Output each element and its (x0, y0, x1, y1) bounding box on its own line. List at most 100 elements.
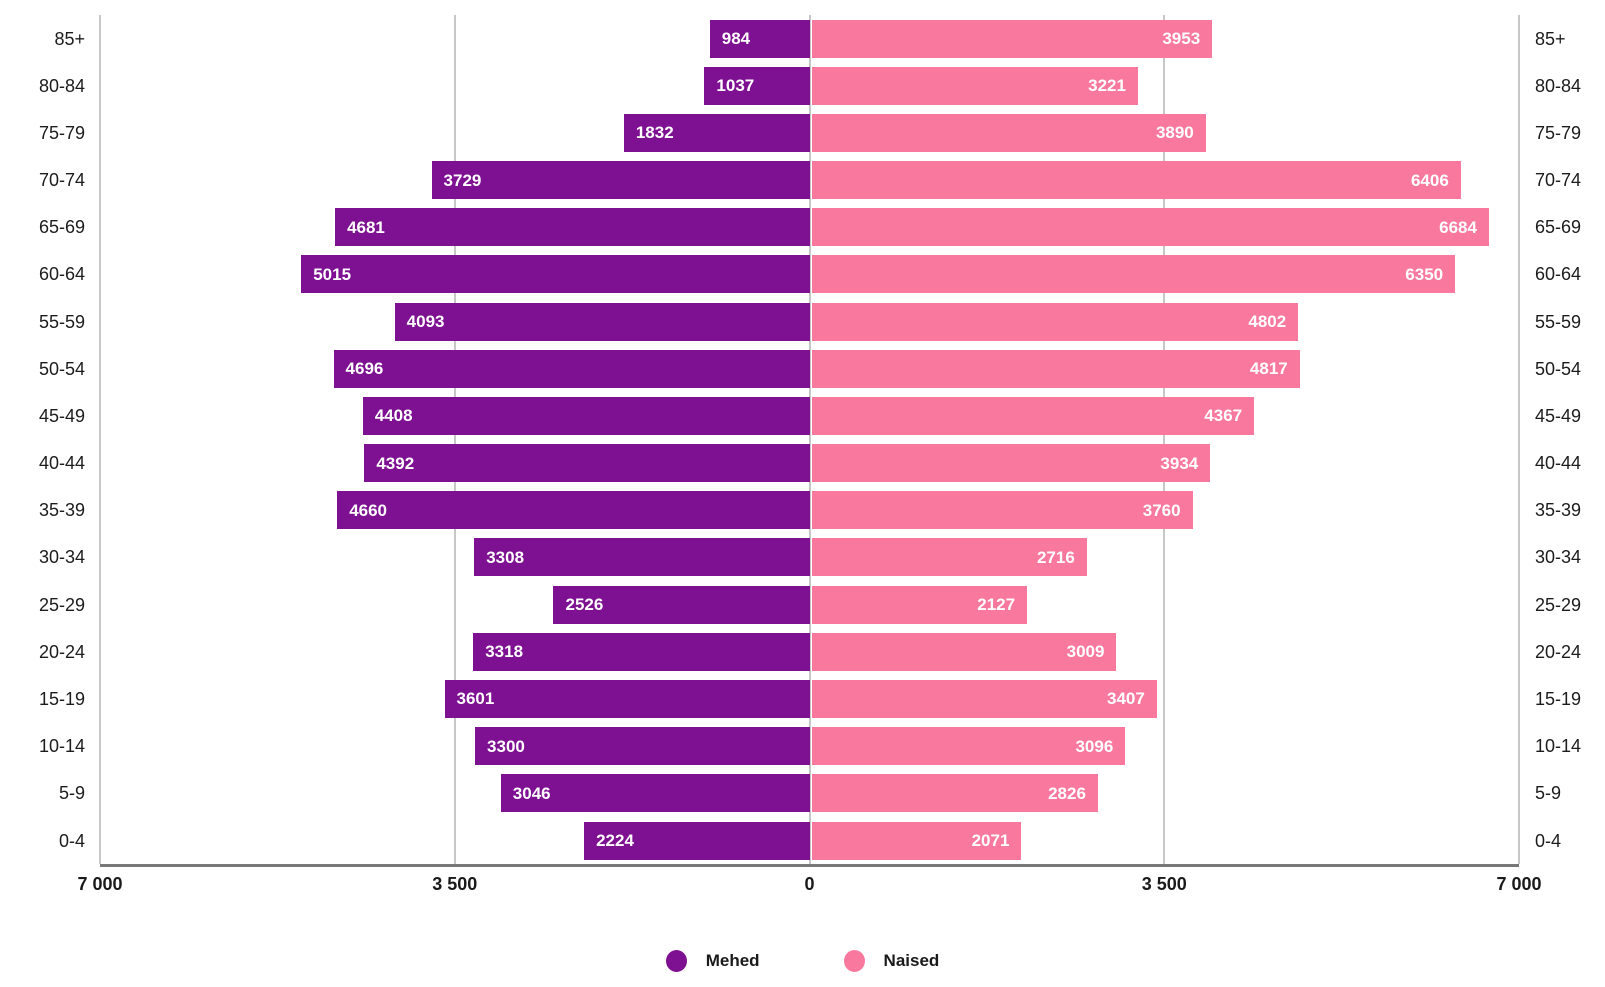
x-tick-zero: 0 (804, 874, 815, 894)
age-label-left: 15-19 (38, 688, 85, 709)
male-bar: 3308 (474, 538, 810, 577)
female-bar-track: 4817 (810, 349, 1520, 388)
female-bar-track: 3953 (810, 19, 1520, 58)
female-bar-track: 3407 (810, 679, 1520, 718)
female-bar: 3407 (811, 679, 1157, 718)
female-bar-track: 6406 (810, 161, 1520, 200)
legend-label-naised: Naised (883, 951, 940, 970)
x-axis: 7 000 3 500 0 3 500 7 000 (77, 874, 1541, 902)
male-bar: 4696 (333, 349, 810, 388)
male-bar-track: 3318 (100, 632, 810, 671)
male-value-label: 2526 (565, 595, 604, 615)
pyramid-row: 60-64 5015 6350 60-64 (0, 251, 1605, 298)
age-label-left: 50-54 (38, 358, 85, 379)
x-tick-right-7000: 7 000 (1496, 874, 1542, 894)
male-bar-track: 4093 (100, 302, 810, 341)
age-label-left: 65-69 (38, 217, 85, 238)
age-label-right: 20-24 (1535, 641, 1582, 662)
gridline-left-3500 (453, 15, 456, 864)
female-value-label: 3890 (1155, 123, 1194, 143)
pyramid-row: 0-4 2224 2071 0-4 (0, 817, 1605, 864)
female-bar: 4367 (811, 396, 1255, 435)
male-value-label: 3300 (487, 736, 525, 756)
male-bar: 4093 (394, 302, 810, 341)
female-bar-track: 4367 (810, 396, 1520, 435)
female-value-label: 6350 (1405, 264, 1444, 284)
male-bar-track: 3046 (100, 774, 810, 813)
naised-swatch-icon (843, 950, 865, 972)
male-value-label: 4696 (345, 359, 384, 379)
female-value-label: 2826 (1048, 783, 1086, 803)
female-value-label: 2716 (1036, 547, 1075, 567)
age-label-right: 60-64 (1535, 264, 1582, 285)
pyramid-row: 35-39 4660 3760 35-39 (0, 487, 1605, 534)
male-bar-track: 3308 (100, 538, 810, 577)
age-label-right: 5-9 (1535, 783, 1562, 804)
legend-item-mehed[interactable]: Mehed (665, 950, 760, 972)
male-value-label: 1832 (635, 123, 674, 143)
pyramid-row: 80-84 1037 3221 80-84 (0, 62, 1605, 109)
age-label-right: 40-44 (1535, 453, 1582, 474)
female-value-label: 6684 (1439, 217, 1477, 237)
x-tick-left-7000: 7 000 (77, 874, 123, 894)
pyramid-row: 65-69 4681 6684 65-69 (0, 204, 1605, 251)
male-bar: 4392 (364, 444, 810, 483)
female-value-label: 3407 (1106, 689, 1145, 709)
pyramid-row: 15-19 3601 3407 15-19 (0, 675, 1605, 722)
male-bar-track: 2526 (100, 585, 810, 624)
age-label-right: 25-29 (1535, 594, 1582, 615)
female-bar: 3953 (811, 19, 1213, 58)
pyramid-row: 10-14 3300 3096 10-14 (0, 723, 1605, 770)
age-label-left: 80-84 (38, 75, 85, 96)
female-value-label: 3221 (1088, 76, 1126, 96)
male-bar-track: 984 (100, 19, 810, 58)
female-bar-track: 2071 (810, 821, 1520, 860)
age-label-left: 10-14 (38, 736, 85, 757)
age-label-right: 50-54 (1535, 358, 1582, 379)
male-bar: 3729 (431, 161, 810, 200)
male-value-label: 984 (721, 29, 751, 49)
female-value-label: 3760 (1142, 500, 1181, 520)
female-value-label: 2071 (971, 831, 1010, 850)
pyramid-row: 75-79 1832 3890 75-79 (0, 109, 1605, 156)
female-bar-track: 3760 (810, 491, 1520, 530)
male-bar-track: 4696 (100, 349, 810, 388)
female-bar: 3934 (811, 444, 1211, 483)
legend-label-mehed: Mehed (705, 951, 760, 970)
age-label-left: 40-44 (38, 453, 85, 474)
female-bar: 3009 (811, 632, 1117, 671)
male-bar-track: 4408 (100, 396, 810, 435)
male-bar: 2526 (553, 585, 810, 624)
mehed-swatch-icon (665, 950, 687, 972)
male-value-label: 4681 (347, 217, 385, 237)
female-value-label: 3009 (1066, 642, 1105, 662)
pyramid-row: 40-44 4392 3934 40-44 (0, 440, 1605, 487)
age-label-right: 85+ (1535, 28, 1566, 49)
female-bar-track: 3934 (810, 444, 1520, 483)
age-label-left: 25-29 (38, 594, 85, 615)
female-bar-track: 2127 (810, 585, 1520, 624)
age-label-right: 65-69 (1535, 217, 1582, 238)
female-value-label: 3934 (1160, 453, 1199, 473)
female-bar: 6350 (811, 255, 1456, 294)
male-value-label: 1037 (716, 76, 755, 96)
male-bar-track: 3729 (100, 161, 810, 200)
female-bar-track: 4802 (810, 302, 1520, 341)
male-bar-track: 1832 (100, 113, 810, 152)
female-value-label: 6406 (1410, 170, 1449, 190)
pyramid-row: 45-49 4408 4367 45-49 (0, 392, 1605, 439)
legend-item-naised[interactable]: Naised (843, 950, 940, 972)
age-label-left: 70-74 (38, 170, 85, 191)
female-bar-track: 6350 (810, 255, 1520, 294)
male-bar-track: 1037 (100, 66, 810, 105)
male-bar: 3046 (500, 774, 810, 813)
male-bar: 4408 (362, 396, 810, 435)
age-label-left: 75-79 (38, 122, 85, 143)
male-bar: 1832 (623, 113, 810, 152)
male-bar-track: 4681 (100, 208, 810, 247)
gridline-zero (808, 15, 811, 864)
age-label-left: 60-64 (38, 264, 85, 285)
age-label-right: 30-34 (1535, 547, 1582, 568)
age-label-left: 30-34 (38, 547, 85, 568)
